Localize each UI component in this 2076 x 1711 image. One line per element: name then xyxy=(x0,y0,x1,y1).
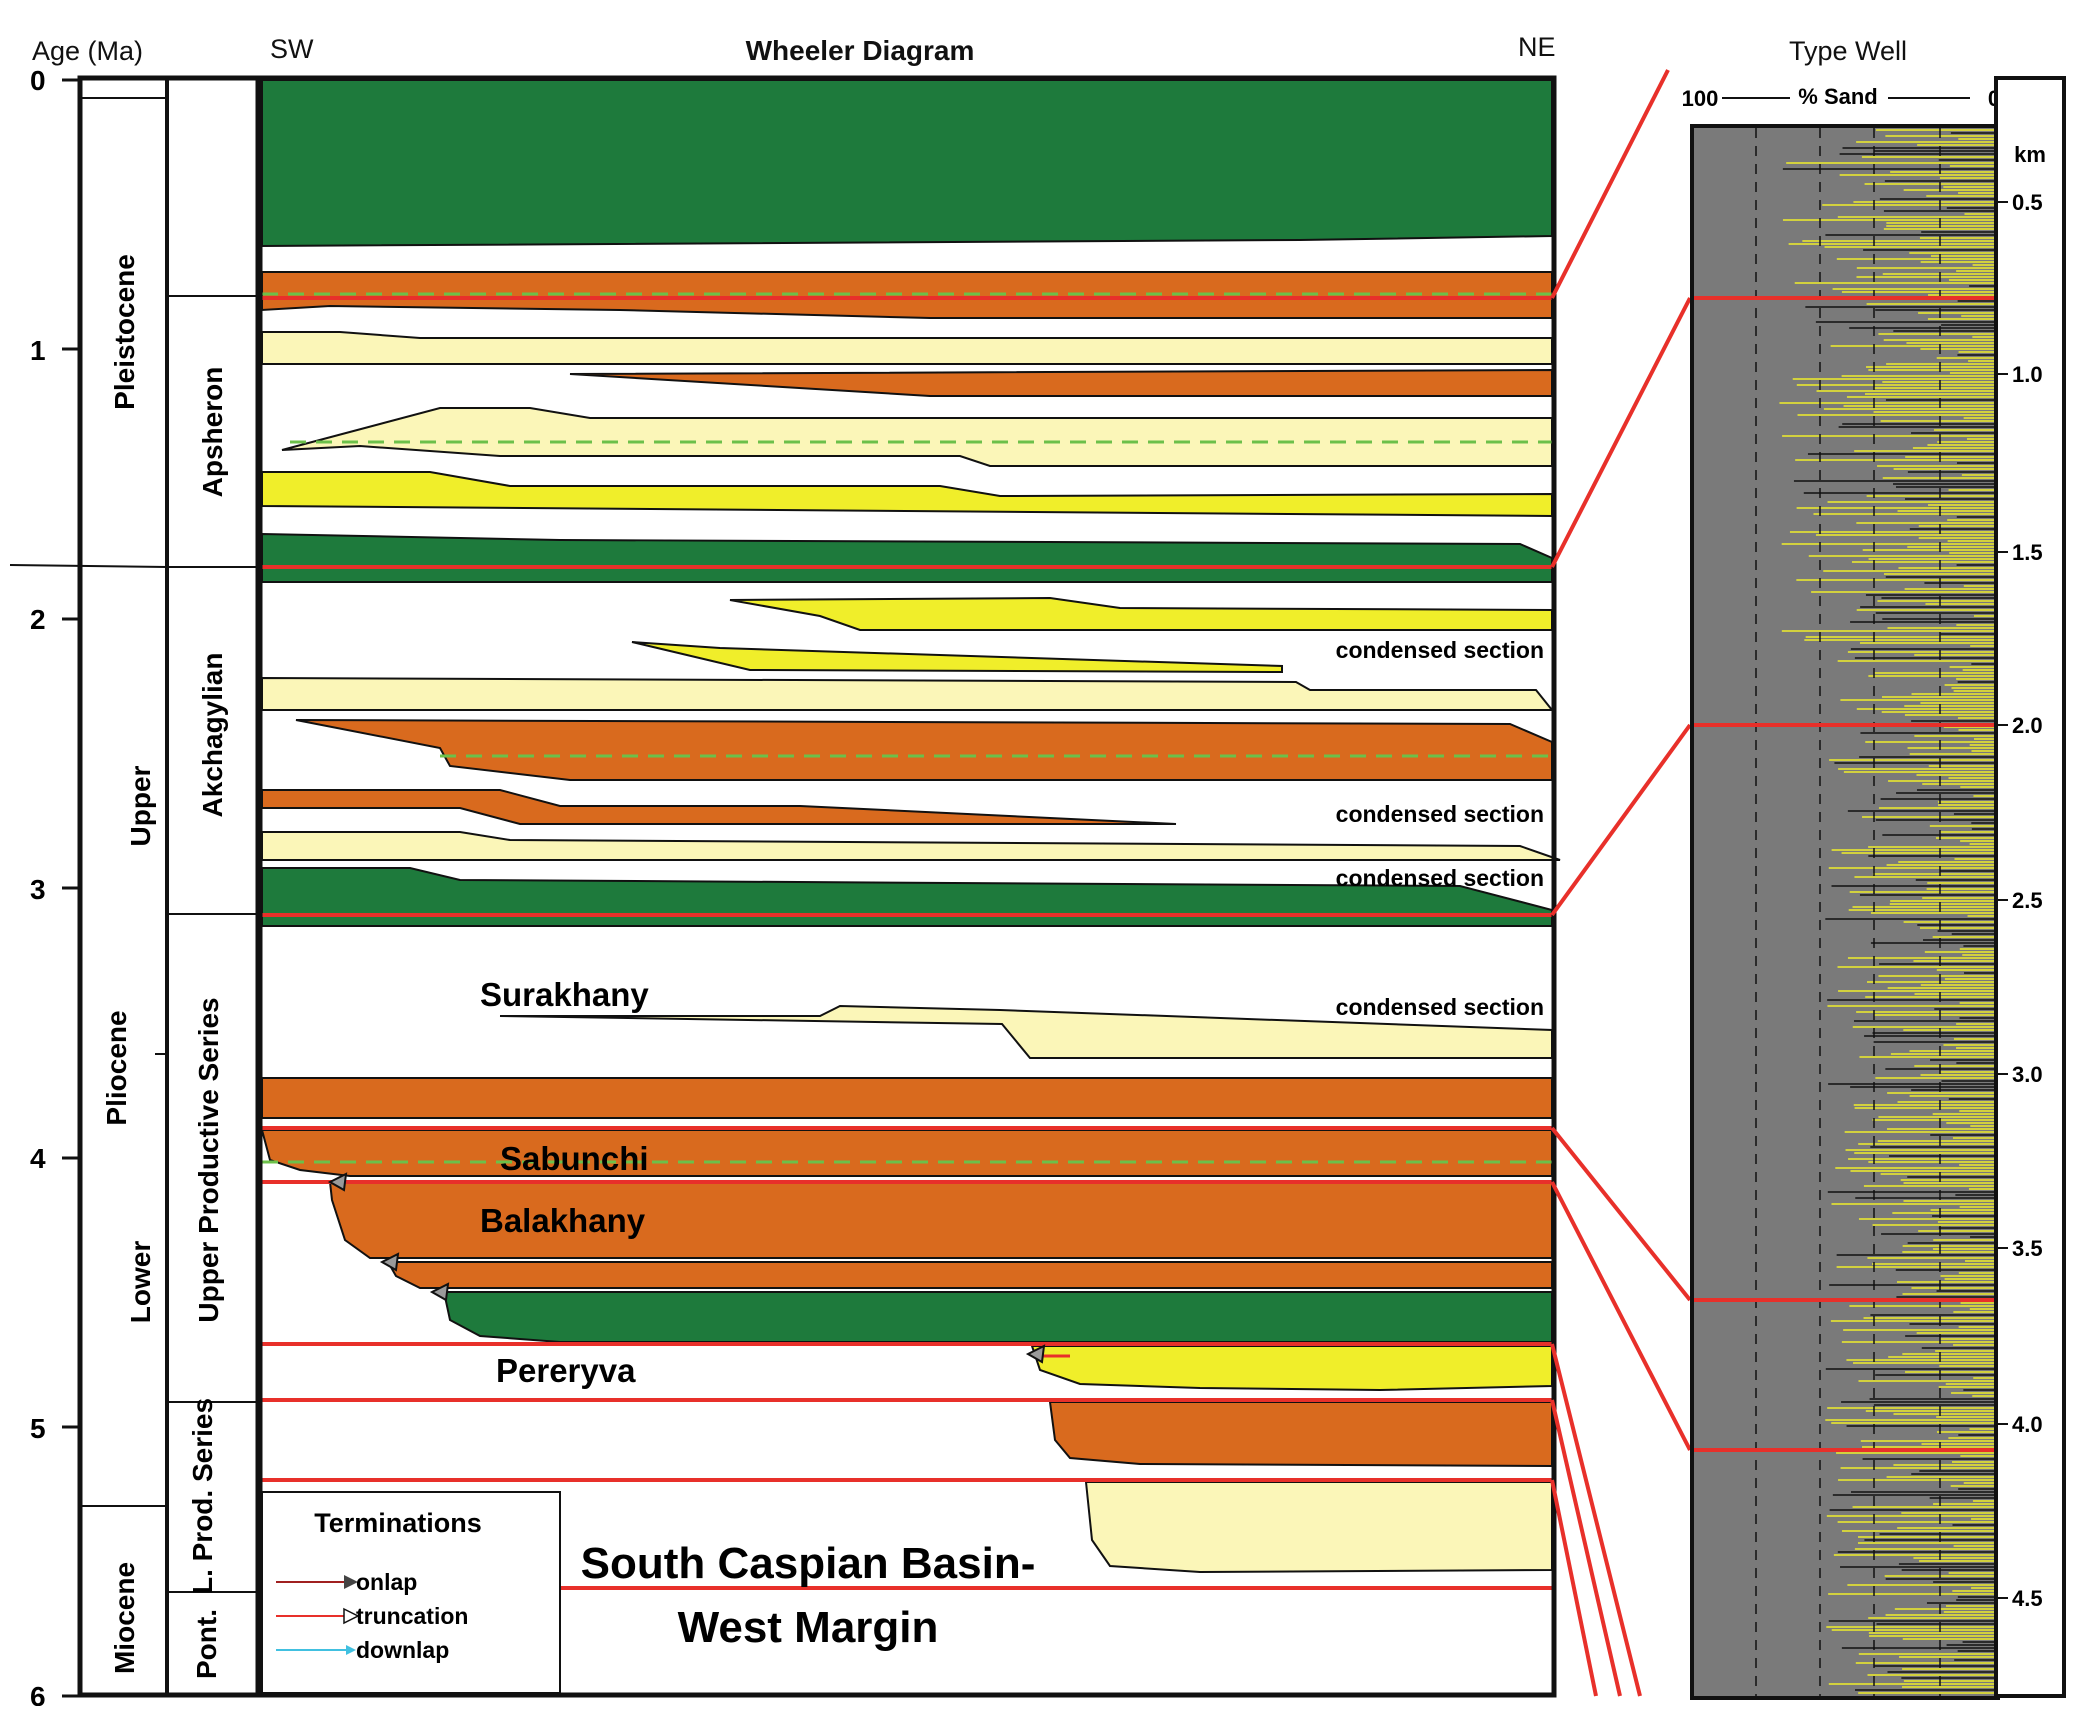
layer-yellow xyxy=(729,596,1553,631)
age-tick-label: 0 xyxy=(30,65,46,96)
legend-title: Terminations xyxy=(314,1508,482,1538)
onlap-arrow-icon xyxy=(344,1575,358,1589)
truncation-arrow-icon xyxy=(343,1607,360,1625)
depth-tick-label: 2.0 xyxy=(2012,713,2043,738)
region-title-line-1: South Caspian Basin- xyxy=(581,1539,1036,1588)
age-axis-label: Age (Ma) xyxy=(32,36,143,66)
age-tick-label: 2 xyxy=(30,604,46,635)
legend-item-label: downlap xyxy=(356,1637,449,1663)
onlap-arrow-icon xyxy=(1025,1344,1046,1364)
layer-pale-yellow xyxy=(261,676,1555,711)
stage-akchagylian: Akchagylian xyxy=(197,653,228,818)
layer-orange xyxy=(261,1077,1553,1119)
layer-yellow xyxy=(261,471,1553,518)
age-axis: 0 1 2 3 4 5 6 xyxy=(30,65,80,1711)
layer-yellow xyxy=(631,641,1283,674)
depth-tick-label: 1.0 xyxy=(2012,362,2043,387)
sand-axis-max: 100 xyxy=(1682,86,1719,111)
stage-upper-productive-series: Upper Productive Series xyxy=(193,997,224,1322)
depth-ticks: 0.5 1.0 1.5 2.0 2.5 3.0 3.5 4.0 4.5 xyxy=(1996,190,2043,1611)
unit-pereryva: Pereryva xyxy=(496,1352,636,1389)
layer-dark-green xyxy=(442,1291,1553,1343)
layer-pale-yellow xyxy=(281,407,1553,467)
age-tick-label: 3 xyxy=(30,874,46,905)
type-well-panel: 100 % Sand 0 km 0.5 1.0 1.5 2.0 xyxy=(1682,76,2066,1700)
diagram-title: Wheeler Diagram xyxy=(746,35,975,66)
epoch-pleistocene: Pleistocene xyxy=(109,254,140,410)
condensed-section-label: condensed section xyxy=(1336,637,1544,663)
subepoch-lower: Lower xyxy=(125,1241,156,1324)
onlap-arrow-icon xyxy=(429,1282,450,1302)
age-tick-label: 4 xyxy=(30,1143,46,1174)
layer-yellow xyxy=(1030,1345,1553,1392)
onlap-arrow-icon xyxy=(379,1252,400,1272)
region-title-line-2: West Margin xyxy=(678,1603,939,1652)
depth-tick-label: 4.5 xyxy=(2012,1586,2043,1611)
layer-orange xyxy=(260,1129,1553,1177)
subepoch-upper: Upper xyxy=(125,765,156,846)
unit-balakhany: Balakhany xyxy=(480,1202,646,1239)
epoch-miocene: Miocene xyxy=(109,1562,140,1674)
sw-label: SW xyxy=(270,34,314,64)
depth-tick-label: 0.5 xyxy=(2012,190,2043,215)
depth-tick-label: 3.0 xyxy=(2012,1062,2043,1087)
age-tick-label: 6 xyxy=(30,1681,46,1706)
age-tick-label: 1 xyxy=(30,335,46,366)
unit-surakhany: Surakhany xyxy=(480,976,649,1013)
chronostratigraphy-columns: Pleistocene Pliocene Miocene Upper Lower… xyxy=(9,75,261,1698)
downlap-arrow-icon xyxy=(346,1645,356,1655)
layer-pale-yellow xyxy=(1084,1481,1553,1574)
epoch-pliocene: Pliocene xyxy=(101,1010,132,1125)
layer-orange xyxy=(569,368,1553,397)
layer-orange xyxy=(261,789,1177,825)
layer-orange xyxy=(386,1261,1553,1289)
layer-dark-green xyxy=(261,532,1553,583)
type-well-title: Type Well xyxy=(1789,36,1907,66)
layer-pale-yellow xyxy=(261,831,1561,861)
depth-tick-label: 4.0 xyxy=(2012,1412,2043,1437)
sand-axis-label: % Sand xyxy=(1798,84,1877,109)
legend-item-label: truncation xyxy=(356,1603,468,1629)
depth-unit-label: km xyxy=(2014,142,2046,167)
terminations-legend: Terminations onlap truncation downlap xyxy=(261,1491,561,1694)
legend-item-label: onlap xyxy=(356,1569,417,1595)
depth-tick-label: 1.5 xyxy=(2012,540,2043,565)
wheeler-panel: condensed section condensed section cond… xyxy=(257,75,1561,1698)
layer-orange xyxy=(1048,1401,1553,1468)
stage-pontian: Pont. xyxy=(191,1609,222,1679)
depth-tick-label: 3.5 xyxy=(2012,1236,2043,1261)
depth-tick-label: 2.5 xyxy=(2012,888,2043,913)
condensed-section-label: condensed section xyxy=(1336,994,1544,1020)
layer-orange xyxy=(295,719,1553,781)
condensed-section-label: condensed section xyxy=(1336,865,1544,891)
layer-pale-yellow xyxy=(261,331,1553,365)
age-tick-label: 5 xyxy=(30,1413,46,1444)
onlap-arrow-icon xyxy=(327,1172,348,1192)
condensed-section-label: condensed section xyxy=(1336,801,1544,827)
layer-dark-green xyxy=(261,867,1553,927)
unit-sabunchi: Sabunchi xyxy=(500,1140,649,1177)
stage-lower-productive-series: L. Prod. Series xyxy=(187,1398,218,1594)
stage-apsheron: Apsheron xyxy=(197,367,228,498)
correlation-lines xyxy=(1550,69,1692,1697)
layer-dark-green xyxy=(261,79,1553,248)
ne-label: NE xyxy=(1518,32,1556,62)
